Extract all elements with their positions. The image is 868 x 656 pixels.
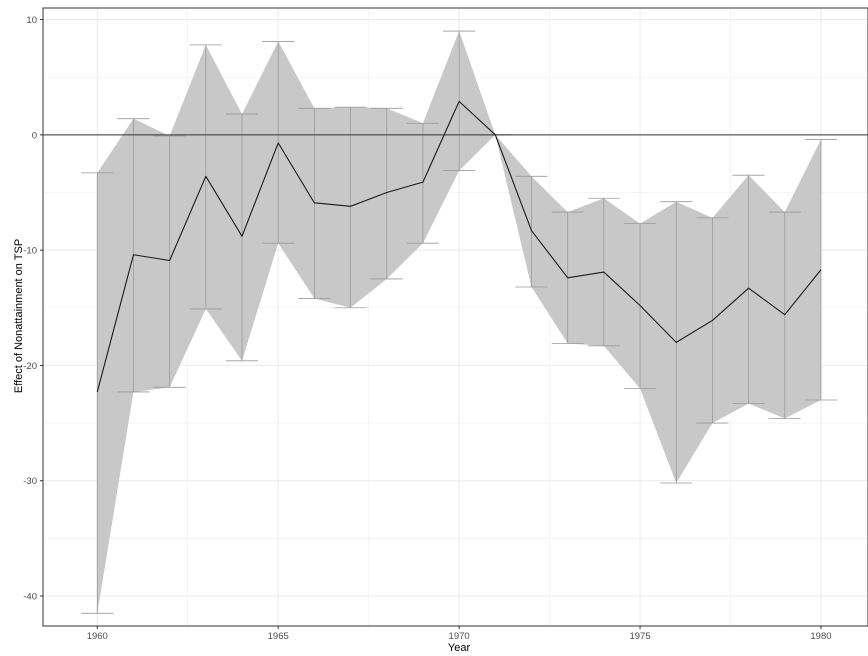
axes: 1960 1965 1970 1975 1980 10 0 -10 -20 -30 -40 — [23, 7, 868, 642]
error-bar — [226, 113, 259, 362]
error-bar — [81, 172, 114, 614]
error-bar — [406, 122, 439, 244]
error-bar — [732, 174, 765, 404]
x-axis-title: Year — [448, 642, 471, 654]
x-tick-label: 1980 — [810, 631, 831, 642]
error-bar — [153, 135, 186, 388]
y-tick-label: -20 — [23, 361, 37, 372]
x-tick-label: 1970 — [449, 631, 470, 642]
estimate-series-line — [96, 100, 822, 393]
x-tick-label: 1965 — [268, 631, 289, 642]
error-bar — [443, 30, 476, 171]
panel-border — [42, 7, 868, 627]
x-tick-label: 1975 — [629, 631, 650, 642]
x-tick-label: 1960 — [87, 631, 108, 642]
estimate-line — [96, 100, 822, 393]
error-bar — [768, 211, 801, 419]
y-axis-title: Effect of Nonattainment on TSP — [13, 239, 25, 393]
y-tick-label: -40 — [23, 592, 37, 603]
error-bar — [515, 175, 548, 288]
y-tick-label: 0 — [32, 130, 37, 141]
y-tick-label: -30 — [23, 476, 37, 487]
error-bar — [262, 41, 295, 244]
y-tick-label: -10 — [23, 246, 37, 257]
error-bars — [81, 30, 837, 614]
error-bar — [298, 107, 331, 299]
y-tick-label: 10 — [26, 15, 37, 26]
error-bar — [334, 106, 367, 309]
error-bar — [370, 107, 403, 280]
